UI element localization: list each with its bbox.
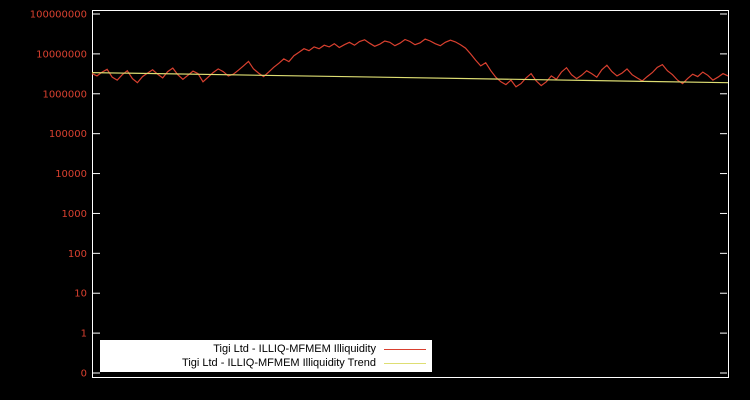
svg-text:10000000: 10000000 (36, 49, 87, 60)
legend-label-illiquidity-trend: Tigi Ltd - ILLIQ-MFMEM Illiquidity Trend (182, 357, 376, 369)
legend-line-sample-illiquidity-trend (384, 362, 426, 364)
svg-text:100: 100 (68, 249, 87, 260)
svg-text:100000000: 100000000 (30, 10, 87, 21)
svg-text:100000: 100000 (49, 129, 87, 140)
legend-row-illiquidity: Tigi Ltd - ILLIQ-MFMEM Illiquidity (106, 342, 426, 356)
legend-label-illiquidity: Tigi Ltd - ILLIQ-MFMEM Illiquidity (213, 343, 376, 355)
legend-row-illiquidity-trend: Tigi Ltd - ILLIQ-MFMEM Illiquidity Trend (106, 356, 426, 370)
svg-text:10000: 10000 (55, 169, 87, 180)
legend-line-sample-illiquidity (384, 348, 426, 350)
svg-text:0: 0 (81, 369, 87, 380)
svg-text:1000: 1000 (62, 209, 87, 220)
svg-text:10: 10 (74, 289, 87, 300)
svg-text:1000000: 1000000 (42, 89, 87, 100)
svg-text:1: 1 (81, 329, 87, 340)
legend: Tigi Ltd - ILLIQ-MFMEM Illiquidity Tigi … (100, 340, 432, 372)
